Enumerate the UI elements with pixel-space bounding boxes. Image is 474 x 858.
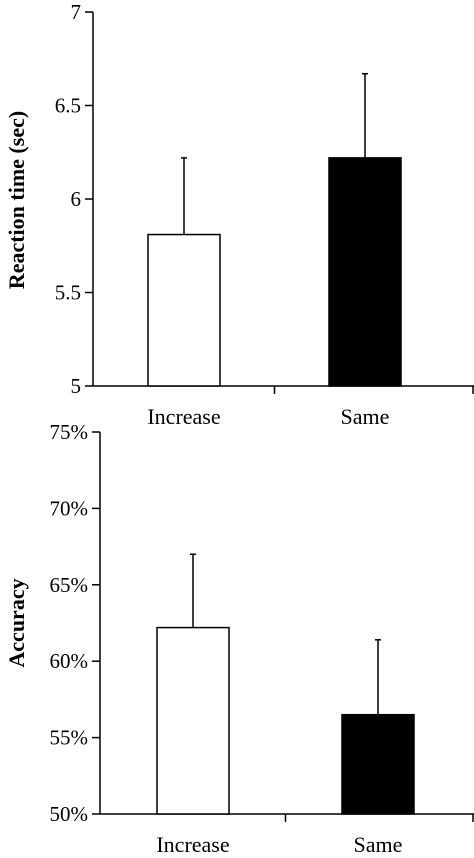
x-category-label: Same [354,832,403,857]
x-category-label: Increase [156,832,229,857]
x-category-label: Same [341,404,390,429]
chart-accuracy: 50% 55% 60% 65% 70% 75% Increase Same Accuracy [4,420,474,857]
y-tick-label: 6.5 [55,94,81,118]
bar-same [341,713,415,815]
y-axis-title: Accuracy [4,578,29,667]
y-tick-label: 7 [71,0,82,24]
y-tick-label: 5 [71,374,82,398]
bar-increase [156,626,230,815]
y-tick-label: 65% [50,573,89,597]
y-tick-label: 6 [71,187,82,211]
bar-increase [147,233,221,387]
x-category-label: Increase [147,404,220,429]
y-axis-title: Reaction time (sec) [4,111,29,289]
y-tick-label: 5.5 [55,281,81,305]
y-tick-label: 60% [50,649,89,673]
y-tick-label: 70% [50,496,89,520]
y-tick-label: 55% [50,726,89,750]
bar-same [328,157,402,387]
chart-reaction-time: 5 5.5 6 6.5 7 Increase Same Reaction time (sec) [4,0,474,429]
y-tick-label: 50% [50,802,89,826]
y-tick-label: 75% [50,420,89,444]
